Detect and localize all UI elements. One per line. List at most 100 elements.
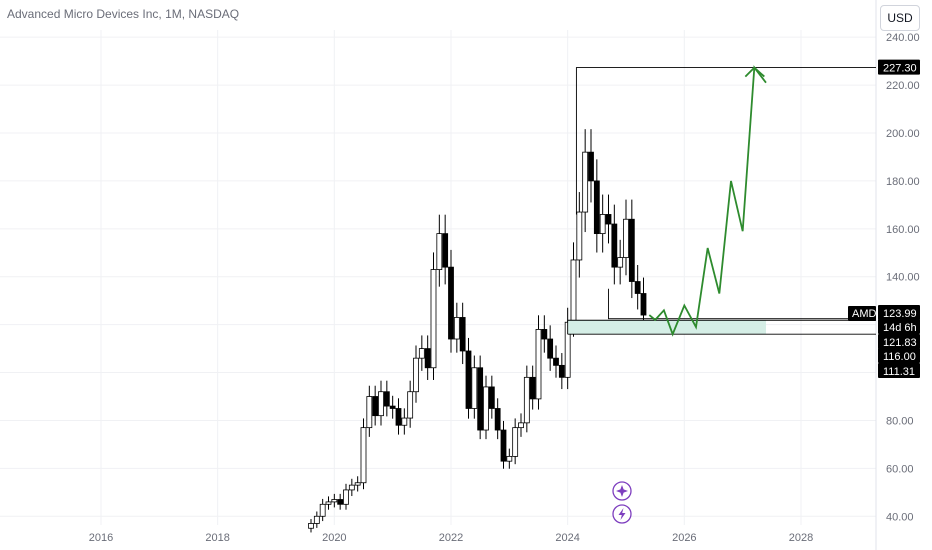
price-line — [608, 288, 876, 320]
tag-text: 116.00 — [883, 351, 916, 363]
tag-box — [878, 363, 920, 378]
candle-body — [570, 259, 577, 323]
x-tick-label: 2018 — [205, 532, 229, 544]
currency-button[interactable]: USD — [880, 5, 920, 31]
candle-body — [360, 427, 367, 484]
x-tick-label: 2022 — [439, 532, 463, 544]
candle-body — [343, 489, 349, 505]
candle-body — [308, 523, 314, 529]
candle-body — [418, 348, 425, 359]
candle-body — [529, 376, 536, 400]
y-tick-label: 220.00 — [886, 80, 920, 92]
candle-body — [588, 151, 594, 182]
symbol-tag: AMD — [848, 306, 877, 321]
y-tick-label: 180.00 — [886, 176, 920, 188]
candle-body — [337, 499, 344, 505]
tag-text: 14d 6h — [883, 322, 917, 334]
candle-body — [430, 269, 437, 369]
candle-body — [523, 376, 530, 424]
candle-body — [599, 214, 606, 235]
candle-body — [465, 350, 472, 409]
candle-body — [395, 408, 402, 426]
level-2-tag: 116.00 — [878, 348, 920, 363]
target-line — [575, 67, 876, 215]
x-tick-label: 2016 — [89, 532, 113, 544]
candle-body — [471, 367, 478, 409]
candle-body — [553, 357, 559, 366]
tag-box — [848, 306, 876, 321]
y-tick-label: 60.00 — [886, 463, 914, 475]
projection-path — [648, 65, 767, 337]
tag-text: 227.30 — [883, 63, 917, 75]
candle-body — [634, 281, 641, 294]
candle-body — [623, 218, 629, 258]
candle-body — [500, 429, 507, 462]
tag-box — [878, 59, 920, 75]
candle-body — [389, 405, 396, 409]
tag-text: 111.31 — [883, 366, 915, 378]
y-tick-label: 40.00 — [886, 511, 914, 523]
price-tags: 227.30 123.99 14d 6h 121.83 116.00 111.31 AMD — [848, 59, 920, 378]
candle-body — [372, 396, 379, 417]
x-tick-label: 2028 — [789, 532, 813, 544]
candle-body — [442, 233, 449, 268]
level-1-tag: 121.83 — [878, 334, 920, 349]
candle-body — [459, 317, 466, 352]
tag-text: AMD — [852, 308, 877, 320]
candle-body — [640, 293, 647, 316]
y-tick-label: 160.00 — [886, 224, 920, 236]
candle-body — [506, 455, 513, 462]
candle-body — [628, 218, 635, 282]
candle-body — [483, 386, 489, 431]
candle-body — [547, 338, 554, 359]
candle-body — [348, 484, 355, 491]
candle-body — [518, 422, 524, 429]
candle-body — [448, 266, 454, 340]
tag-box — [878, 319, 920, 334]
countdown-tag: 14d 6h — [878, 319, 920, 334]
drawing-overlays — [567, 65, 876, 337]
level-3-tag: 111.31 — [878, 363, 920, 378]
candle-body — [611, 223, 618, 268]
lightning-icon[interactable] — [612, 504, 632, 524]
candle-body — [354, 482, 361, 486]
tag-text: 121.83 — [883, 337, 917, 349]
candle-body — [512, 427, 519, 457]
candle-body — [383, 391, 390, 407]
candle-body — [558, 364, 565, 378]
tag-text: 123.99 — [883, 308, 917, 320]
candle-body — [535, 329, 542, 400]
y-axis: 40.0060.0080.00100.00120.00140.00160.001… — [886, 32, 920, 523]
candle-body — [593, 180, 600, 235]
candle-body — [378, 391, 384, 417]
candle-body — [582, 151, 589, 213]
candle-body — [617, 257, 624, 268]
y-tick-label: 200.00 — [886, 128, 920, 140]
target-price-tag: 227.30 — [878, 59, 920, 75]
candle-body — [424, 348, 431, 369]
candle-body — [436, 233, 443, 270]
y-tick-label: 240.00 — [886, 32, 920, 44]
support-zone — [567, 320, 766, 335]
candlestick-series — [308, 129, 647, 533]
x-axis: 2016 2018 2020 2022 2024 2026 2028 — [89, 532, 813, 544]
chart-title: Advanced Micro Devices Inc, 1M, NASDAQ — [7, 7, 240, 21]
candle-body — [576, 211, 583, 261]
last-price-tag: 123.99 — [878, 305, 920, 320]
tag-box — [878, 348, 920, 363]
x-tick-label: 2020 — [322, 532, 346, 544]
candle-body — [488, 386, 495, 409]
sparkle-icon[interactable] — [612, 481, 632, 501]
candle-body — [366, 396, 373, 429]
candle-body — [325, 501, 332, 505]
candle-body — [319, 503, 326, 517]
candle-body — [494, 408, 501, 431]
candle-body — [407, 391, 414, 419]
candle-body — [313, 515, 320, 524]
projection-arrowhead — [744, 66, 765, 78]
candle-body — [605, 214, 612, 225]
tag-box — [878, 305, 920, 320]
y-tick-label: 80.00 — [886, 415, 914, 427]
y-tick-label: 140.00 — [886, 272, 920, 284]
